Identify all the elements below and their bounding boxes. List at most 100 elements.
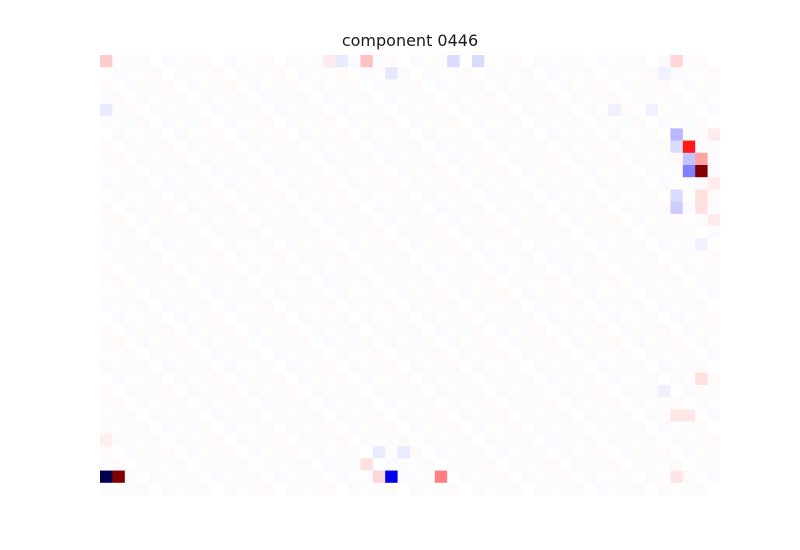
heatmap-cell — [286, 165, 299, 178]
heatmap-cell — [596, 409, 609, 422]
heatmap-cell — [248, 128, 262, 141]
heatmap-cell — [558, 299, 572, 312]
heatmap-cell — [620, 250, 634, 264]
heatmap-cell — [447, 116, 460, 129]
heatmap-cell — [360, 287, 374, 300]
heatmap-cell — [348, 385, 361, 398]
heatmap-cell — [385, 397, 398, 410]
heatmap-cell — [360, 189, 374, 202]
heatmap-cell — [496, 372, 510, 386]
heatmap-cell — [472, 262, 485, 276]
heatmap-cell — [137, 226, 150, 239]
heatmap-cell — [658, 79, 671, 92]
heatmap-cell — [658, 299, 671, 312]
heatmap-cell — [496, 275, 510, 288]
heatmap-cell — [286, 67, 299, 80]
heatmap-cell — [261, 299, 274, 312]
heatmap-cell — [484, 446, 498, 459]
heatmap-cell — [509, 189, 522, 202]
heatmap-cell — [472, 103, 485, 117]
heatmap-cell — [372, 372, 386, 386]
heatmap-cell — [124, 140, 138, 154]
heatmap-cell — [323, 275, 336, 288]
heatmap-cell — [248, 213, 262, 227]
heatmap-cell — [100, 213, 113, 227]
heatmap-cell — [410, 165, 423, 178]
heatmap-cell — [360, 55, 374, 68]
heatmap-cell — [162, 250, 175, 264]
heatmap-cell — [682, 262, 696, 276]
heatmap-cell — [633, 323, 646, 337]
heatmap-cell — [298, 91, 312, 105]
heatmap-cell — [410, 323, 423, 337]
heatmap-cell — [620, 323, 634, 337]
heatmap-cell — [137, 201, 150, 215]
heatmap-cell — [397, 348, 411, 361]
heatmap-cell — [372, 348, 386, 361]
heatmap-cell — [360, 311, 374, 325]
heatmap-cell — [360, 103, 374, 117]
heatmap-cell — [137, 409, 150, 422]
heatmap-cell — [496, 152, 510, 166]
heatmap-cell — [323, 397, 336, 410]
heatmap-cell — [348, 140, 361, 154]
heatmap-cell — [199, 323, 212, 337]
heatmap-cell — [596, 311, 609, 325]
heatmap-cell — [670, 128, 684, 141]
heatmap-cell — [571, 275, 584, 288]
heatmap-cell — [521, 177, 535, 190]
heatmap-cell — [608, 409, 622, 422]
heatmap-cell — [273, 55, 287, 68]
heatmap-cell — [583, 311, 597, 325]
heatmap-cell — [707, 323, 721, 337]
heatmap-cell — [422, 226, 436, 239]
heatmap-cell — [397, 103, 411, 117]
heatmap-cell — [534, 311, 547, 325]
heatmap-cell — [310, 103, 324, 117]
heatmap-cell — [310, 348, 324, 361]
heatmap-cell — [484, 165, 498, 178]
heatmap-cell — [360, 165, 374, 178]
heatmap-cell — [658, 177, 671, 190]
heatmap-cell — [658, 275, 671, 288]
heatmap-cell — [385, 213, 398, 227]
heatmap-cell — [273, 348, 287, 361]
heatmap-cell — [695, 372, 708, 386]
heatmap-cell — [583, 67, 597, 80]
heatmap-cell — [335, 287, 349, 300]
heatmap-cell — [323, 55, 336, 68]
heatmap-cell — [100, 433, 113, 447]
heatmap-cell — [199, 470, 212, 484]
heatmap-cell — [224, 55, 237, 68]
heatmap-cell — [620, 189, 634, 202]
heatmap-cell — [658, 458, 671, 471]
heatmap-cell — [670, 55, 684, 68]
heatmap-cell — [509, 226, 522, 239]
heatmap-cell — [558, 360, 572, 374]
heatmap-cell — [521, 433, 535, 447]
heatmap-cell — [707, 360, 721, 374]
heatmap-cell — [385, 116, 398, 129]
heatmap-cell — [137, 79, 150, 92]
heatmap-cell — [372, 140, 386, 154]
heatmap-cell — [199, 213, 212, 227]
heatmap-cell — [596, 262, 609, 276]
heatmap-cell — [211, 385, 225, 398]
heatmap-cell — [273, 421, 287, 435]
heatmap-cell — [534, 140, 547, 154]
heatmap-cell — [323, 177, 336, 190]
heatmap-cell — [620, 482, 634, 496]
heatmap-cell — [670, 262, 684, 276]
heatmap-cell — [261, 67, 274, 80]
heatmap-cell — [459, 385, 473, 398]
heatmap-cell — [323, 311, 336, 325]
heatmap-cell — [174, 55, 188, 68]
heatmap-cell — [682, 275, 696, 288]
heatmap-cell — [521, 360, 535, 374]
heatmap-cell — [372, 421, 386, 435]
heatmap-cell — [348, 226, 361, 239]
heatmap-cell — [447, 397, 460, 410]
heatmap-cell — [546, 177, 560, 190]
heatmap-cell — [695, 165, 708, 178]
heatmap-cell — [608, 397, 622, 410]
